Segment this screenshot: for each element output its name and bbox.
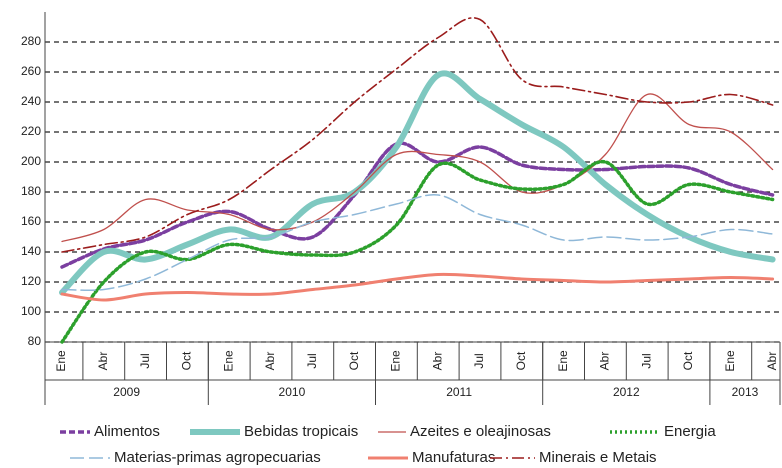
y-tick-label: 260 [21,64,41,78]
y-tick-label: 100 [21,304,41,318]
x-tick-label: Ene [723,350,737,372]
y-tick-label: 120 [21,274,41,288]
year-label: 2010 [279,385,306,399]
x-tick-label: Ene [389,350,403,372]
series-line [59,70,776,296]
x-tick-label: Oct [347,351,361,370]
x-tick-label: Abr [598,352,612,371]
series-line [60,141,775,269]
x-tick-label: Abr [263,352,277,371]
year-label: 2013 [732,385,759,399]
year-label: 2009 [113,385,140,399]
x-tick-label: Abr [96,352,110,371]
y-tick-label: 180 [21,184,41,198]
x-tick-label: Ene [556,350,570,372]
x-tick-label: Ene [54,350,68,372]
x-tick-label: Abr [430,352,444,371]
legend-label: Alimentos [94,423,160,440]
year-label: 2012 [613,385,640,399]
legend-label: Minerais e Metais [539,449,657,466]
legend-label: Manufaturas [412,449,495,466]
x-tick-label: Oct [180,351,194,370]
y-tick-label: 160 [21,214,41,228]
y-tick-label: 200 [21,154,41,168]
x-tick-label: Jul [305,353,319,368]
series-line [60,160,775,344]
y-tick-label: 140 [21,244,41,258]
x-tick-label: Jul [472,353,486,368]
y-tick-label: 220 [21,124,41,138]
x-tick-label: Jul [138,353,152,368]
legend-label: Energia [664,423,716,440]
legend-label: Azeites e oleajinosas [410,423,551,440]
y-tick-label: 280 [21,34,41,48]
y-tick-label: 80 [28,334,42,348]
x-tick-label: Oct [514,351,528,370]
legend-label: Bebidas tropicais [244,423,358,440]
x-tick-label: Abr [765,352,779,371]
legend-label: Materias-primas agropecuarias [114,449,321,466]
series-line [60,272,775,302]
year-label: 2011 [446,385,472,399]
series-line [61,93,774,243]
y-tick-label: 240 [21,94,41,108]
series-line [61,17,774,253]
x-tick-label: Ene [221,350,235,372]
x-tick-label: Jul [639,353,653,368]
x-tick-label: Oct [681,351,695,370]
series-line [61,194,774,292]
